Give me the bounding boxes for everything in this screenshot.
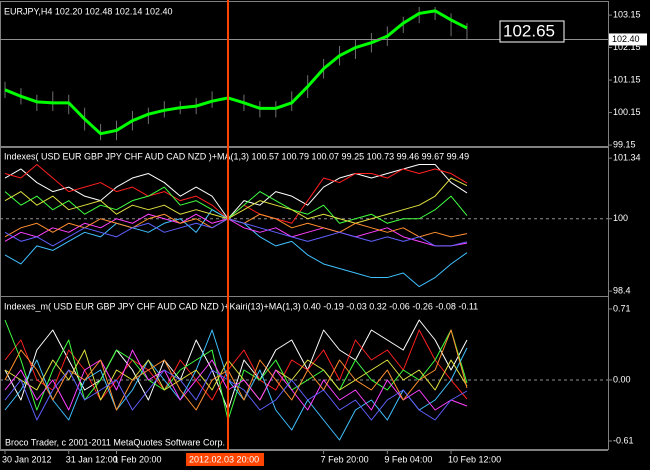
y-tick-label: 101.34 bbox=[613, 153, 641, 163]
y-tick-label: 102.15 bbox=[613, 42, 641, 52]
panel-title: Indexes( USD EUR GBP JPY CHF AUD CAD NZD… bbox=[4, 151, 469, 161]
y-tick-label: 100 bbox=[613, 213, 628, 223]
y-tick-label: 0.00 bbox=[613, 374, 631, 384]
panel-title: EURJPY,H4 102.20 102.48 102.14 102.40 bbox=[4, 6, 172, 16]
x-tick-label: 9 Feb 04:00 bbox=[384, 454, 432, 464]
index-line bbox=[4, 163, 468, 220]
index-line bbox=[4, 329, 468, 441]
annotation-box bbox=[499, 20, 565, 43]
x-tick-label: 10 Feb 12:00 bbox=[448, 454, 501, 464]
index-line bbox=[4, 213, 468, 247]
y-tick-label: 103.15 bbox=[613, 9, 641, 19]
index-line bbox=[4, 369, 468, 421]
price-box bbox=[609, 33, 647, 46]
index-line bbox=[4, 329, 468, 401]
index-line bbox=[4, 186, 468, 224]
x-tick-label: 7 Feb 20:00 bbox=[321, 454, 369, 464]
x-tick-label: 1 Feb 20:00 bbox=[114, 454, 162, 464]
footer: Broco Trader, c 2001-2011 MetaQuotes Sof… bbox=[5, 437, 225, 447]
annotation: 102.65 bbox=[503, 21, 555, 40]
crosshair-label-box bbox=[186, 453, 265, 466]
index-line bbox=[4, 218, 468, 247]
price-label: 102.40 bbox=[612, 34, 640, 44]
panel-title: Indexes_m( USD EUR GBP JPY CHF AUD CAD N… bbox=[4, 301, 478, 311]
moving-average-line bbox=[4, 9, 468, 136]
y-tick-label: 0.71 bbox=[613, 303, 631, 313]
x-tick-label: 31 Jan 12:00 bbox=[66, 454, 118, 464]
y-tick-label: 100.15 bbox=[613, 107, 641, 117]
y-tick-label: -0.61 bbox=[613, 435, 634, 445]
crosshair-label: 2012.02.03 20:00 bbox=[189, 454, 259, 464]
index-line bbox=[4, 177, 468, 224]
index-line bbox=[4, 319, 468, 421]
y-tick-label: 99.15 bbox=[613, 139, 636, 149]
index-line bbox=[4, 349, 468, 401]
y-tick-label: 101.15 bbox=[613, 74, 641, 84]
x-tick-label: 30 Jan 2012 bbox=[2, 454, 52, 464]
y-tick-label: 98.4 bbox=[613, 285, 631, 295]
